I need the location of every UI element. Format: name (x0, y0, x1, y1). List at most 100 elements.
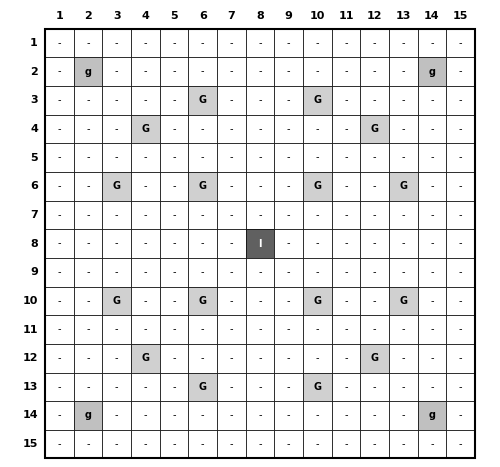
Text: -: - (258, 296, 262, 306)
Bar (303, 86, 332, 114)
Text: -: - (287, 325, 290, 334)
Bar (45, 344, 74, 373)
Bar (332, 344, 360, 373)
Text: -: - (430, 38, 434, 48)
Bar (446, 430, 475, 459)
Text: -: - (144, 38, 147, 48)
Bar (446, 401, 475, 430)
Text: -: - (230, 239, 233, 248)
Bar (389, 114, 418, 143)
Bar (418, 373, 446, 401)
Bar (446, 373, 475, 401)
Text: -: - (230, 95, 233, 105)
Text: -: - (58, 296, 61, 306)
Bar (131, 315, 160, 344)
Text: -: - (230, 124, 233, 134)
Text: -: - (402, 95, 405, 105)
Bar (332, 143, 360, 172)
Text: -: - (115, 439, 118, 449)
Bar (389, 229, 418, 258)
Bar (418, 229, 446, 258)
Text: -: - (258, 153, 262, 163)
Text: -: - (430, 95, 434, 105)
Text: -: - (402, 153, 405, 163)
Bar (246, 28, 274, 57)
Text: G: G (370, 124, 378, 134)
Text: -: - (201, 267, 204, 277)
Bar (45, 86, 74, 114)
Text: -: - (430, 325, 434, 334)
Bar (360, 143, 389, 172)
Text: -: - (230, 67, 233, 77)
Text: -: - (258, 67, 262, 77)
Text: 4: 4 (30, 124, 38, 134)
Bar (389, 287, 418, 315)
Text: 11: 11 (22, 325, 38, 334)
Bar (446, 258, 475, 287)
Text: 7: 7 (228, 11, 235, 21)
Text: -: - (144, 382, 147, 392)
Bar (446, 86, 475, 114)
Text: -: - (58, 181, 61, 191)
Bar (102, 344, 131, 373)
Text: -: - (144, 410, 147, 420)
Bar (303, 344, 332, 373)
Text: G: G (142, 353, 150, 363)
Text: 12: 12 (22, 353, 38, 363)
Text: -: - (402, 239, 405, 248)
Bar (246, 315, 274, 344)
Text: -: - (201, 124, 204, 134)
Bar (246, 114, 274, 143)
Bar (217, 401, 246, 430)
Text: -: - (144, 296, 147, 306)
Text: -: - (258, 38, 262, 48)
Bar (217, 229, 246, 258)
Text: -: - (344, 124, 348, 134)
Text: -: - (230, 382, 233, 392)
Bar (102, 258, 131, 287)
Bar (246, 172, 274, 200)
Text: -: - (115, 153, 118, 163)
Text: -: - (58, 210, 61, 220)
Text: -: - (373, 410, 376, 420)
Bar (389, 200, 418, 229)
Bar (274, 430, 303, 459)
Text: -: - (459, 382, 462, 392)
Text: -: - (344, 410, 348, 420)
Text: 9: 9 (285, 11, 292, 21)
Bar (188, 229, 217, 258)
Bar (360, 344, 389, 373)
Text: G: G (314, 296, 322, 306)
Bar (131, 172, 160, 200)
Text: -: - (58, 382, 61, 392)
Text: -: - (172, 410, 176, 420)
Bar (303, 287, 332, 315)
Text: -: - (287, 181, 290, 191)
Bar (303, 200, 332, 229)
Bar (303, 28, 332, 57)
Bar (274, 258, 303, 287)
Text: -: - (459, 353, 462, 363)
Bar (160, 200, 188, 229)
Text: -: - (402, 382, 405, 392)
Bar (332, 258, 360, 287)
Bar (332, 57, 360, 86)
Bar (74, 143, 102, 172)
Bar (418, 344, 446, 373)
Bar (360, 57, 389, 86)
Text: -: - (115, 410, 118, 420)
Text: -: - (258, 382, 262, 392)
Text: -: - (430, 353, 434, 363)
Text: -: - (86, 124, 90, 134)
Bar (303, 143, 332, 172)
Bar (332, 200, 360, 229)
Bar (131, 114, 160, 143)
Text: 8: 8 (30, 239, 38, 248)
Text: -: - (58, 325, 61, 334)
Bar (102, 114, 131, 143)
Bar (160, 114, 188, 143)
Bar (274, 86, 303, 114)
Bar (360, 287, 389, 315)
Bar (360, 401, 389, 430)
Text: -: - (287, 124, 290, 134)
